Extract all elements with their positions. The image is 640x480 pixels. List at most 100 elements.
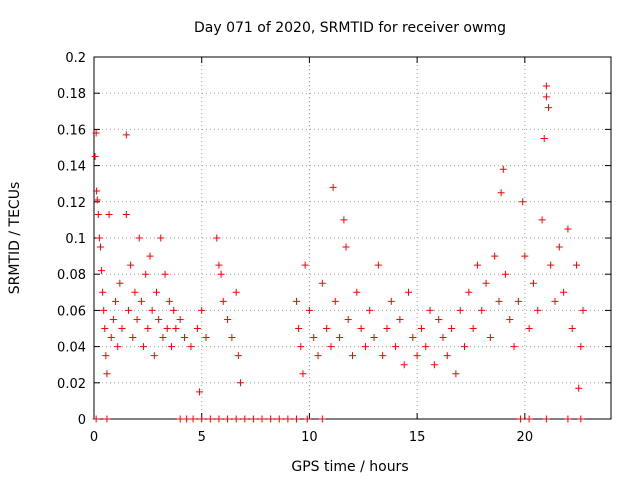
data-point — [327, 343, 335, 351]
zero-data-point — [176, 415, 184, 423]
data-point — [383, 325, 391, 332]
data-point — [163, 325, 171, 332]
data-point — [540, 134, 548, 142]
data-point — [465, 288, 473, 296]
y-tick-label: 0.12 — [57, 196, 86, 211]
data-point — [161, 270, 169, 278]
data-point — [124, 306, 132, 314]
data-point — [236, 379, 244, 387]
data-point — [135, 234, 143, 242]
data-point — [129, 334, 137, 342]
data-point — [122, 210, 130, 218]
data-point — [405, 288, 413, 296]
data-point — [213, 234, 221, 242]
data-point — [506, 315, 514, 323]
data-point — [551, 297, 559, 305]
zero-data-point — [232, 415, 240, 423]
data-point — [577, 343, 585, 351]
y-tick-label: 0.14 — [57, 160, 86, 175]
data-point — [234, 352, 242, 360]
data-point — [521, 252, 529, 260]
zero-data-point — [267, 415, 275, 423]
data-point — [469, 325, 477, 332]
data-point — [379, 352, 387, 360]
data-point — [157, 234, 165, 242]
zero-data-point — [284, 415, 292, 423]
data-point — [329, 183, 337, 191]
data-point — [514, 297, 522, 305]
data-point — [560, 288, 568, 296]
data-point — [497, 189, 505, 197]
data-point — [146, 252, 154, 260]
data-point — [349, 352, 356, 360]
data-point — [555, 243, 563, 251]
data-point — [215, 261, 223, 269]
data-point — [491, 252, 499, 260]
data-point — [542, 82, 550, 90]
data-point — [93, 196, 101, 204]
y-tick-label: 0 — [78, 413, 86, 428]
data-point — [392, 343, 400, 351]
data-point — [232, 288, 240, 296]
data-point — [456, 306, 464, 314]
data-point — [114, 343, 122, 351]
data-point — [519, 198, 527, 206]
data-point — [435, 315, 443, 323]
zero-data-point — [249, 415, 257, 423]
data-point — [314, 352, 322, 360]
data-point — [228, 334, 236, 342]
data-point — [297, 343, 305, 351]
data-point — [501, 270, 509, 278]
data-point — [118, 325, 126, 332]
data-point — [344, 315, 352, 323]
data-point — [176, 315, 184, 323]
data-point — [461, 343, 469, 351]
data-point — [150, 352, 158, 360]
data-point — [98, 267, 106, 275]
data-point — [180, 334, 188, 342]
data-point — [127, 261, 135, 269]
data-point — [318, 279, 326, 287]
zero-data-point — [542, 415, 550, 423]
data-point — [473, 261, 481, 269]
plot-frame — [93, 56, 612, 420]
data-point — [357, 325, 365, 332]
data-point — [534, 306, 542, 314]
data-point — [366, 306, 374, 314]
data-point — [202, 334, 210, 342]
data-point — [409, 334, 417, 342]
data-point — [105, 210, 113, 218]
data-point — [448, 325, 456, 332]
data-point — [545, 104, 553, 112]
data-point — [100, 306, 108, 314]
data-point — [224, 315, 232, 323]
data-points — [91, 82, 587, 423]
data-point — [219, 297, 227, 305]
data-point — [439, 334, 447, 342]
zero-data-point — [564, 415, 572, 423]
data-point — [137, 297, 145, 305]
y-tick-label: 0.2 — [65, 51, 86, 66]
data-point — [564, 225, 572, 233]
zero-data-point — [183, 415, 191, 423]
zero-data-point — [92, 415, 100, 423]
data-point — [374, 261, 382, 269]
data-point — [165, 297, 173, 305]
data-point — [495, 297, 503, 305]
data-point — [140, 343, 148, 351]
y-tick-label: 0.06 — [57, 304, 86, 319]
data-point — [426, 306, 434, 314]
data-point — [155, 315, 163, 323]
data-point — [152, 288, 160, 296]
data-point — [170, 306, 178, 314]
grid-layer — [94, 57, 611, 419]
data-point — [96, 243, 104, 251]
data-point — [340, 216, 348, 224]
data-point — [292, 297, 300, 305]
data-point — [499, 165, 507, 173]
data-point — [342, 243, 350, 251]
data-point — [575, 384, 583, 392]
data-point — [193, 325, 201, 332]
data-point — [370, 334, 378, 342]
